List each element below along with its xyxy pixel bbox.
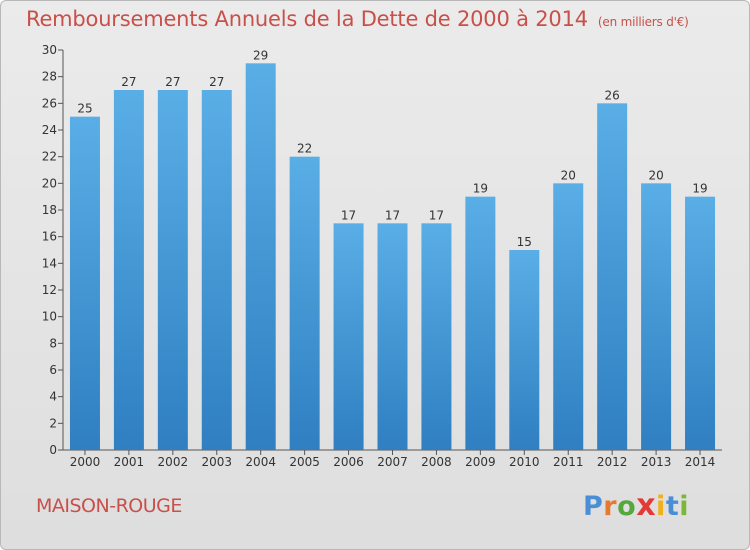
- logo-letter: i: [679, 491, 689, 522]
- value-label-2005: 22: [297, 142, 312, 156]
- x-tick-label-2001: 2001: [114, 455, 145, 469]
- value-label-2008: 17: [429, 208, 444, 222]
- bar-2004: [245, 63, 276, 450]
- y-tick-label: 14: [42, 256, 57, 270]
- bar-2013: [641, 183, 672, 451]
- x-tick-label-2008: 2008: [421, 455, 452, 469]
- y-tick-label: 24: [42, 123, 57, 137]
- value-label-2004: 29: [253, 48, 268, 62]
- value-label-2012: 26: [605, 88, 620, 102]
- value-label-2010: 15: [517, 235, 532, 249]
- bars: 25 27 27 27 29 22 17 17 17 19 15 20 26 20 19: [69, 48, 716, 451]
- y-tick-label: 10: [42, 310, 57, 324]
- logo-letter: x: [636, 488, 657, 523]
- x-tick-label-2006: 2006: [333, 455, 364, 469]
- y-tick-label: 16: [42, 230, 57, 244]
- bar-2008: [421, 223, 452, 450]
- x-tick-label-2000: 2000: [70, 455, 101, 469]
- chart-unit-note: (en milliers d'€): [597, 15, 689, 29]
- value-label-2007: 17: [385, 208, 400, 222]
- logo-letter: P: [583, 491, 604, 522]
- value-label-2006: 17: [341, 208, 356, 222]
- x-tick-label-2007: 2007: [377, 455, 408, 469]
- value-label-2001: 27: [121, 75, 136, 89]
- y-tick-label: 20: [42, 176, 57, 190]
- y-tick-label: 8: [49, 336, 57, 350]
- chart-title-text: Remboursements Annuels de la Dette de 20…: [26, 7, 588, 31]
- y-tick-label: 26: [42, 96, 57, 110]
- y-tick-label: 28: [42, 70, 57, 84]
- bar-2009: [465, 196, 496, 450]
- y-tick-label: 18: [42, 203, 57, 217]
- value-label-2013: 20: [648, 168, 663, 182]
- chart-title: Remboursements Annuels de la Dette de 20…: [26, 7, 689, 31]
- value-label-2011: 20: [561, 168, 576, 182]
- x-tick-label-2004: 2004: [245, 455, 276, 469]
- city-name: MAISON-ROUGE: [36, 495, 182, 517]
- bar-2010: [509, 250, 540, 450]
- value-label-2002: 27: [165, 75, 180, 89]
- y-tick-label: 2: [49, 416, 57, 430]
- y-tick-label: 22: [42, 150, 57, 164]
- bar-2007: [377, 223, 408, 450]
- value-label-2003: 27: [209, 75, 224, 89]
- y-tick-label: 4: [49, 390, 57, 404]
- x-axis: 2000 2001 2002 2003 2004 2005 2006 2007 2008 2009…: [63, 449, 722, 469]
- proxiti-logo[interactable]: Proxiti: [583, 488, 689, 523]
- y-tick-label: 6: [49, 363, 57, 377]
- logo-letter: i: [656, 491, 666, 522]
- x-tick-label-2010: 2010: [509, 455, 540, 469]
- bar-2002: [157, 90, 188, 450]
- logo-letter: t: [665, 491, 680, 522]
- bar-2014: [685, 196, 716, 450]
- x-tick-label-2005: 2005: [289, 455, 320, 469]
- bar-2003: [201, 90, 232, 450]
- x-tick-label-2002: 2002: [158, 455, 189, 469]
- value-label-2000: 25: [77, 102, 92, 116]
- bar-2001: [113, 90, 144, 450]
- x-tick-label-2011: 2011: [553, 455, 584, 469]
- y-tick-label: 12: [42, 283, 57, 297]
- bar-2006: [333, 223, 364, 450]
- bar-2011: [553, 183, 584, 451]
- x-tick-label-2013: 2013: [641, 455, 672, 469]
- x-tick-label-2003: 2003: [201, 455, 232, 469]
- x-tick-label-2014: 2014: [685, 455, 716, 469]
- logo-letter: r: [603, 491, 618, 522]
- y-tick-label: 0: [49, 443, 57, 457]
- bar-2000: [69, 116, 100, 451]
- logo-letter: o: [617, 491, 637, 522]
- value-label-2014: 19: [692, 182, 707, 196]
- value-label-2009: 19: [473, 182, 488, 196]
- x-tick-label-2009: 2009: [465, 455, 496, 469]
- x-tick-label-2012: 2012: [597, 455, 628, 469]
- y-tick-label: 30: [42, 43, 57, 57]
- bar-2012: [597, 103, 628, 450]
- bar-2005: [289, 156, 320, 450]
